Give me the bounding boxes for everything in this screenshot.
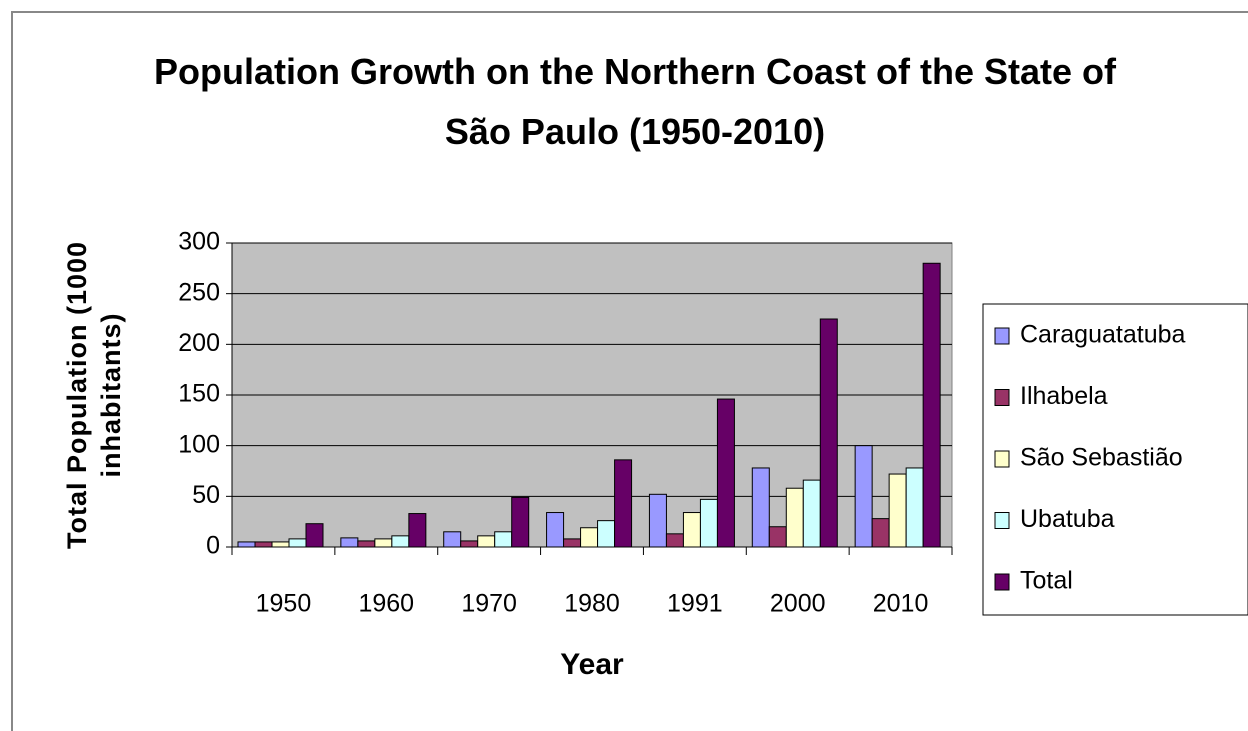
y-axis-label: Total Population (1000 inhabitants) bbox=[62, 240, 126, 550]
bar bbox=[905, 467, 924, 548]
bar bbox=[477, 535, 496, 548]
legend-swatch bbox=[994, 327, 1010, 345]
legend-label: Total bbox=[1020, 567, 1073, 595]
y-tick-label: 150 bbox=[178, 380, 220, 408]
legend-label: São Sebastião bbox=[1020, 444, 1183, 472]
x-tick-label: 1991 bbox=[667, 590, 723, 618]
bar bbox=[854, 445, 873, 548]
bar bbox=[888, 473, 907, 548]
bar bbox=[819, 318, 838, 548]
y-tick-label: 100 bbox=[178, 430, 220, 458]
bar bbox=[580, 527, 599, 548]
bar bbox=[751, 467, 770, 548]
bar bbox=[254, 541, 273, 548]
bar bbox=[716, 398, 735, 548]
bar bbox=[922, 262, 941, 548]
x-tick-label: 1950 bbox=[256, 590, 312, 618]
y-tick-label: 0 bbox=[206, 532, 220, 560]
bar bbox=[699, 498, 718, 548]
x-tick-label: 1970 bbox=[461, 590, 517, 618]
x-tick-label: 1980 bbox=[564, 590, 620, 618]
bar bbox=[408, 513, 427, 548]
bar bbox=[871, 518, 890, 548]
bar bbox=[597, 520, 616, 548]
bar bbox=[614, 459, 633, 548]
bar bbox=[340, 537, 359, 548]
y-tick-label: 250 bbox=[178, 278, 220, 306]
bar bbox=[391, 535, 410, 548]
x-tick-label: 1960 bbox=[358, 590, 414, 618]
legend-swatch bbox=[994, 389, 1010, 406]
bar bbox=[682, 512, 701, 548]
bar bbox=[305, 523, 324, 548]
legend-swatch bbox=[994, 573, 1010, 591]
bar bbox=[357, 540, 376, 548]
x-axis-label: Year bbox=[560, 648, 624, 681]
bar bbox=[785, 487, 804, 548]
bar bbox=[802, 479, 821, 548]
bar bbox=[271, 541, 290, 548]
bar bbox=[546, 512, 565, 548]
chart-title: Population Growth on the Northern Coast … bbox=[154, 51, 1116, 152]
x-tick-label: 2010 bbox=[873, 590, 929, 618]
bar bbox=[374, 538, 393, 548]
y-tick-label: 300 bbox=[178, 228, 220, 256]
legend-label: Ilhabela bbox=[1020, 382, 1108, 410]
legend-swatch bbox=[994, 512, 1010, 529]
bar bbox=[460, 540, 479, 548]
bar bbox=[768, 526, 787, 548]
bar bbox=[288, 538, 307, 548]
legend bbox=[982, 303, 1248, 616]
legend-swatch bbox=[994, 450, 1010, 468]
legend-label: Caraguatatuba bbox=[1020, 321, 1186, 349]
bar bbox=[511, 496, 530, 548]
bar bbox=[237, 541, 256, 548]
bar bbox=[563, 538, 582, 548]
bar bbox=[648, 493, 667, 548]
chart-frame bbox=[11, 11, 1248, 731]
y-tick-label: 200 bbox=[178, 329, 220, 357]
x-tick-label: 2000 bbox=[770, 590, 826, 618]
legend-label: Ubatuba bbox=[1020, 505, 1115, 533]
bar bbox=[494, 531, 513, 548]
y-tick-label: 50 bbox=[192, 481, 220, 509]
bar bbox=[665, 533, 684, 548]
bar bbox=[443, 531, 462, 548]
